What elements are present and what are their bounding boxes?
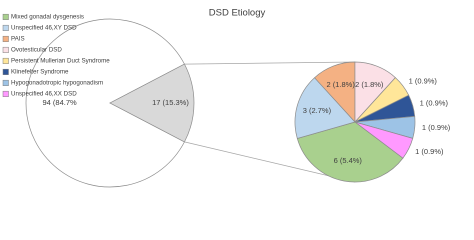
value-label: 17 (15.3%)	[152, 98, 189, 107]
legend-swatch	[2, 57, 9, 64]
value-label: 3 (2.7%)	[303, 106, 332, 115]
connector	[184, 141, 356, 183]
value-label: 1 (0.9%)	[422, 123, 451, 132]
legend-swatch	[2, 90, 9, 97]
value-label: 2 (1.8%)	[326, 80, 355, 89]
value-label: 94 (84.7%	[42, 98, 77, 107]
chart-title: DSD Etiology	[209, 8, 266, 19]
main-slice	[25, 18, 185, 188]
chart: DSD Etiology 94 (84.7% 17 (15.3%) 6 (5.4%)…	[2, 7, 451, 188]
legend-swatch	[2, 79, 9, 86]
legend-label: Unspecified 46,XX DSD	[11, 91, 77, 98]
legend-label: Persistent Mullerian Duct Syndrome	[11, 58, 110, 65]
value-label: 1 (0.9%)	[415, 147, 444, 156]
legend-label: Mixed gonadal dysgenesis	[11, 14, 84, 21]
secondary-slice	[354, 121, 414, 159]
value-label: 1 (0.9%)	[420, 99, 449, 108]
legend-swatch	[2, 35, 9, 42]
value-label: 1 (0.9%)	[409, 76, 438, 85]
value-label: 6 (5.4%)	[334, 156, 363, 165]
legend-label: Unspecified 46,XY DSD	[11, 25, 77, 32]
legend-label: PAIS	[11, 36, 25, 43]
legend-label: Ovotesticular DSD	[11, 47, 62, 54]
connector	[184, 61, 356, 65]
legend-swatch	[2, 46, 9, 53]
main-slice	[109, 63, 195, 143]
value-label: 2 (1.8%)	[355, 80, 384, 89]
legend-swatch	[2, 13, 9, 20]
legend-swatch	[2, 24, 9, 31]
legend-label: Hypogonadotropic hypogonadism	[11, 80, 103, 87]
secondary-slice	[294, 77, 356, 139]
legend-swatch	[2, 68, 9, 75]
legend-label: Klinefelter Syndrome	[11, 69, 69, 76]
secondary-slice	[296, 121, 404, 183]
